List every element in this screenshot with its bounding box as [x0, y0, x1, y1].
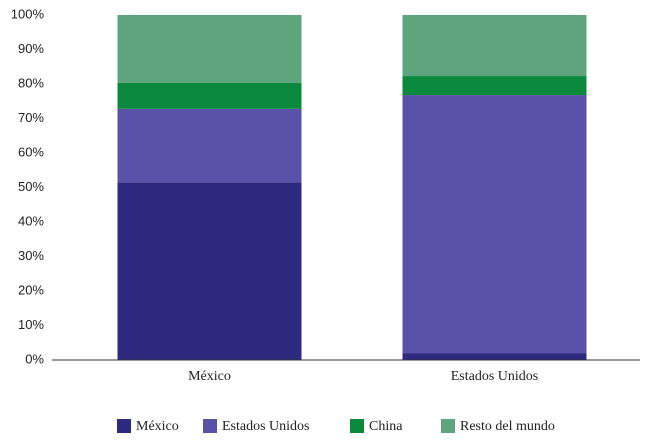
legend-swatch: [350, 419, 364, 433]
y-tick-label: 50%: [18, 179, 44, 194]
y-tick-label: 40%: [18, 213, 44, 228]
legend-swatch: [117, 419, 131, 433]
y-tick-label: 30%: [18, 248, 44, 263]
bar-segment: [117, 182, 302, 360]
legend-label: Resto del mundo: [460, 419, 555, 434]
bar-segment: [402, 95, 587, 354]
bar-segment: [117, 82, 302, 109]
legend-label: México: [136, 419, 179, 434]
y-tick-label: 80%: [18, 75, 44, 90]
legend-label: Estados Unidos: [222, 419, 310, 434]
bar-segment: [402, 76, 587, 96]
y-tick-label: 60%: [18, 144, 44, 159]
y-tick-label: 90%: [18, 41, 44, 56]
legend-label: China: [369, 419, 403, 434]
x-tick-label: Estados Unidos: [451, 369, 539, 384]
legend-swatch: [441, 419, 455, 433]
legend-swatch: [203, 419, 217, 433]
y-tick-label: 20%: [18, 282, 44, 297]
y-tick-label: 70%: [18, 110, 44, 125]
bar-segment: [117, 15, 302, 83]
bar-segment: [402, 15, 587, 77]
x-tick-label: México: [188, 369, 231, 384]
y-tick-label: 0%: [25, 351, 44, 366]
y-tick-label: 100%: [11, 6, 45, 21]
bar-segment: [117, 108, 302, 183]
bar-segment: [402, 353, 587, 360]
y-tick-label: 10%: [18, 317, 44, 332]
